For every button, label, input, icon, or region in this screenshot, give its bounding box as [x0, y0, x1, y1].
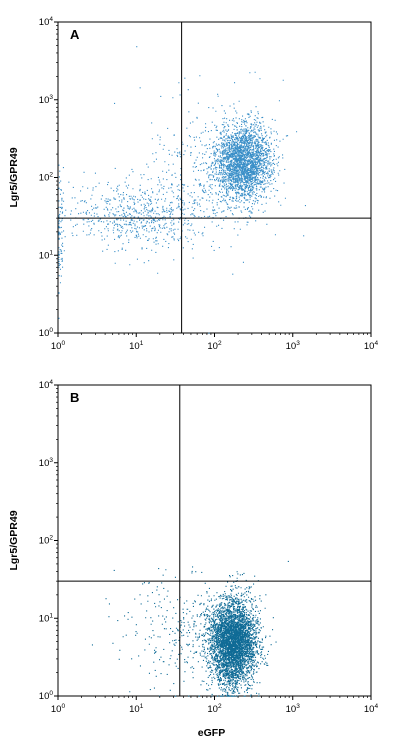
- y-tick-label: 100: [39, 690, 54, 702]
- x-tick-label: 101: [129, 703, 144, 715]
- scatter-point-cloud: [58, 46, 307, 334]
- y-axis-label: Lgr5/GPR49: [8, 510, 20, 570]
- panel-label: B: [70, 390, 79, 405]
- scatter-point-cloud: [91, 560, 289, 697]
- panel-b: 100 101 102 103 104 100 101 102 103 104 B Lgr5/GPR4…: [8, 379, 378, 739]
- plot-frame: [57, 21, 372, 334]
- x-tick-label: 101: [129, 340, 144, 352]
- y-tick-label: 102: [39, 535, 54, 547]
- x-tick-label: 102: [207, 703, 222, 715]
- y-tick-label: 100: [39, 327, 54, 339]
- x-axis-label: eGFP: [198, 727, 225, 739]
- scatter-points: [91, 560, 289, 697]
- x-tick-label: 104: [364, 340, 379, 352]
- x-tick-label: 100: [51, 703, 66, 715]
- y-tick-label: 101: [39, 249, 54, 261]
- x-tick-label: 103: [286, 340, 301, 352]
- y-tick-label: 103: [39, 94, 54, 106]
- y-tick-label: 103: [39, 457, 54, 469]
- panel-label: A: [70, 27, 80, 42]
- panel-a: 100 101 102 103 104 100 101 102 103 104 A Lgr5/GPR4…: [8, 16, 378, 352]
- x-tick-label: 103: [286, 703, 301, 715]
- x-tick-label: 100: [51, 340, 66, 352]
- y-tick-label: 101: [39, 612, 54, 624]
- y-tick-label: 102: [39, 172, 54, 184]
- x-tick-label: 104: [364, 703, 379, 715]
- y-tick-label: 104: [39, 16, 54, 28]
- y-axis-label: Lgr5/GPR49: [8, 147, 20, 207]
- scatter-points: [58, 46, 307, 334]
- x-tick-label: 102: [207, 340, 222, 352]
- y-tick-label: 104: [39, 379, 54, 391]
